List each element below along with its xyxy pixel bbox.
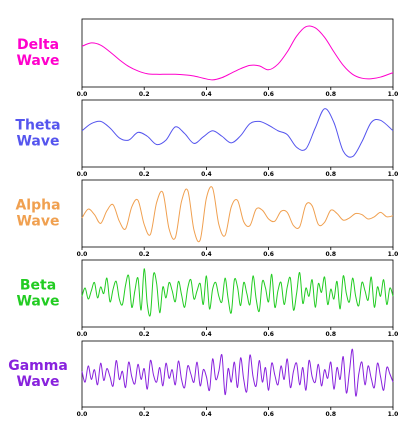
wave-label-line-1: Wave <box>16 294 59 310</box>
wave-label-line-0: Gamma <box>8 358 68 374</box>
x-tick-label: 0.6 <box>263 91 274 98</box>
plot-frame <box>81 18 394 88</box>
wave-label-line-1: Wave <box>16 53 59 69</box>
wave-series-line-0 <box>81 108 394 158</box>
x-tick-label: 0.4 <box>201 411 212 418</box>
x-tick-label: 0.0 <box>77 91 88 98</box>
x-tick-label: 0.4 <box>201 331 212 338</box>
x-tick-label: 0.6 <box>263 411 274 418</box>
wave-label-line-1: Wave <box>16 134 59 150</box>
x-tick-label: 0.8 <box>325 171 336 178</box>
x-tick-label: 0.0 <box>77 411 88 418</box>
x-tick-label: 0.2 <box>139 171 150 178</box>
x-tick-label: 0.4 <box>201 251 212 258</box>
x-tick-label: 1.0 <box>388 251 399 258</box>
wave-label-line-1: Wave <box>16 214 59 230</box>
plot-frame <box>81 340 394 408</box>
plot-frame <box>81 179 394 248</box>
x-tick-label: 0.8 <box>325 251 336 258</box>
wave-label-line-0: Beta <box>20 278 56 294</box>
wave-label-line-0: Theta <box>15 118 60 134</box>
x-tick-label: 1.0 <box>388 91 399 98</box>
x-tick-label: 0.0 <box>77 251 88 258</box>
x-tick-label: 0.0 <box>77 331 88 338</box>
x-tick-label: 0.0 <box>77 171 88 178</box>
x-tick-label: 0.2 <box>139 331 150 338</box>
wave-series-line-0 <box>81 186 394 243</box>
wave-series-line-0 <box>81 268 394 317</box>
x-tick-label: 0.2 <box>139 411 150 418</box>
x-tick-label: 0.6 <box>263 331 274 338</box>
x-tick-label: 0.6 <box>263 251 274 258</box>
x-tick-label: 1.0 <box>388 331 399 338</box>
x-tick-label: 0.4 <box>201 171 212 178</box>
wave-series-line-0 <box>81 348 394 397</box>
x-tick-label: 1.0 <box>388 171 399 178</box>
x-tick-label: 0.2 <box>139 251 150 258</box>
x-tick-label: 0.6 <box>263 171 274 178</box>
wave-label-line-0: Alpha <box>15 198 60 214</box>
x-tick-label: 0.8 <box>325 91 336 98</box>
x-tick-label: 0.2 <box>139 91 150 98</box>
wave-label-line-1: Wave <box>16 374 59 390</box>
wave-series-line-0 <box>81 25 394 81</box>
plot-frame <box>81 99 394 168</box>
wave-label-line-0: Delta <box>17 37 59 53</box>
x-tick-label: 0.8 <box>325 411 336 418</box>
x-tick-label: 0.8 <box>325 331 336 338</box>
x-tick-label: 0.4 <box>201 91 212 98</box>
x-tick-label: 1.0 <box>388 411 399 418</box>
